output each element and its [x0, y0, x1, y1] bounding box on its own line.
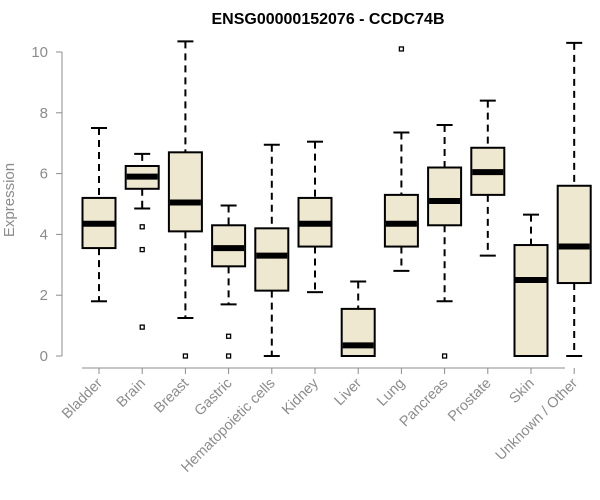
iqr-box	[383, 193, 419, 248]
outlier-point	[398, 46, 405, 52]
boxes	[81, 40, 592, 359]
iqr-box	[254, 227, 290, 292]
box-kidney	[297, 140, 333, 294]
box-brain	[124, 152, 160, 330]
box-prostate	[470, 99, 506, 257]
outlier-point	[225, 353, 232, 359]
box-bladder	[81, 127, 117, 303]
outlier-point	[139, 224, 145, 230]
box-unknown-other	[556, 41, 592, 357]
y-ticks: 0 2 4 6 8 10	[31, 44, 62, 365]
x-tick-label: Breast	[151, 376, 192, 417]
y-tick-label: 8	[40, 105, 48, 122]
x-tick-label: Kidney	[279, 375, 322, 418]
y-tick-label: 0	[40, 348, 48, 365]
y-tick-label: 2	[40, 287, 48, 304]
box-hematopoietic-cells	[254, 143, 290, 357]
iqr-box	[167, 151, 203, 233]
iqr-box	[513, 244, 549, 357]
x-tick-label: Skin	[507, 376, 538, 407]
y-tick-label: 6	[40, 166, 48, 183]
x-tick-label: Lung	[374, 376, 408, 410]
iqr-box	[340, 307, 376, 358]
outlier-point	[139, 324, 145, 330]
outlier-point	[225, 333, 232, 339]
outlier-point	[139, 246, 145, 253]
box-liver	[340, 280, 376, 358]
box-pancreas	[427, 123, 463, 359]
x-tick-label: Bladder	[59, 375, 106, 422]
x-tick-label: Liver	[331, 375, 365, 409]
box-gastric	[211, 204, 247, 359]
x-tick-label: Unknown / Other	[493, 375, 581, 463]
iqr-box	[556, 184, 592, 285]
y-tick-label: 4	[40, 226, 48, 243]
chart-title: ENSG00000152076 - CCDC74B	[211, 11, 444, 28]
y-axis-label: Expression	[1, 163, 18, 237]
x-tick-label: Prostate	[445, 376, 494, 425]
iqr-box	[427, 166, 463, 227]
box-skin	[513, 213, 549, 357]
y-tick-label: 10	[31, 44, 48, 61]
outlier-point	[441, 353, 448, 359]
x-tick-label: Brain	[114, 376, 149, 411]
outlier-point	[182, 353, 189, 359]
box-lung	[383, 46, 419, 272]
box-breast	[167, 40, 203, 359]
